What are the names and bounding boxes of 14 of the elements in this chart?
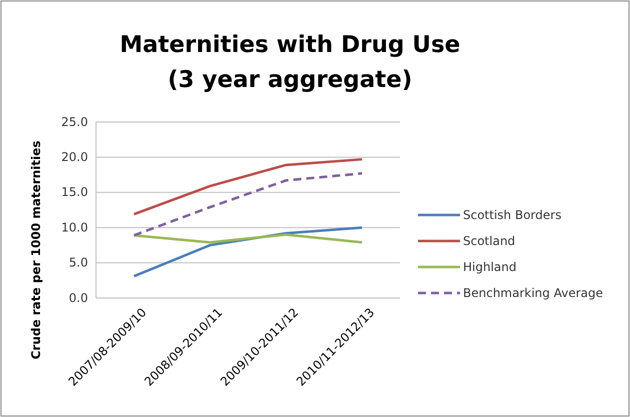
y-tick-label: 20.0 [61,150,88,164]
y-tick-label: 10.0 [61,220,88,234]
legend-label: Highland [463,260,516,274]
chart-title: Maternities with Drug Use (3 year aggregate) [120,32,460,93]
y-tick-label: 0.0 [68,290,88,305]
y-tick-label: 15.0 [61,185,88,200]
legend-label: Benchmarking Average [463,286,603,300]
y-axis-title: Crude rate per 1000 maternities [29,140,43,360]
y-tick-label: 25.0 [61,114,88,129]
y-tick-label: 5.0 [68,256,88,270]
legend-label: Scottish Borders [463,208,562,222]
legend-label: Scotland [463,234,516,248]
line-series [132,172,364,237]
line-series [132,158,364,216]
